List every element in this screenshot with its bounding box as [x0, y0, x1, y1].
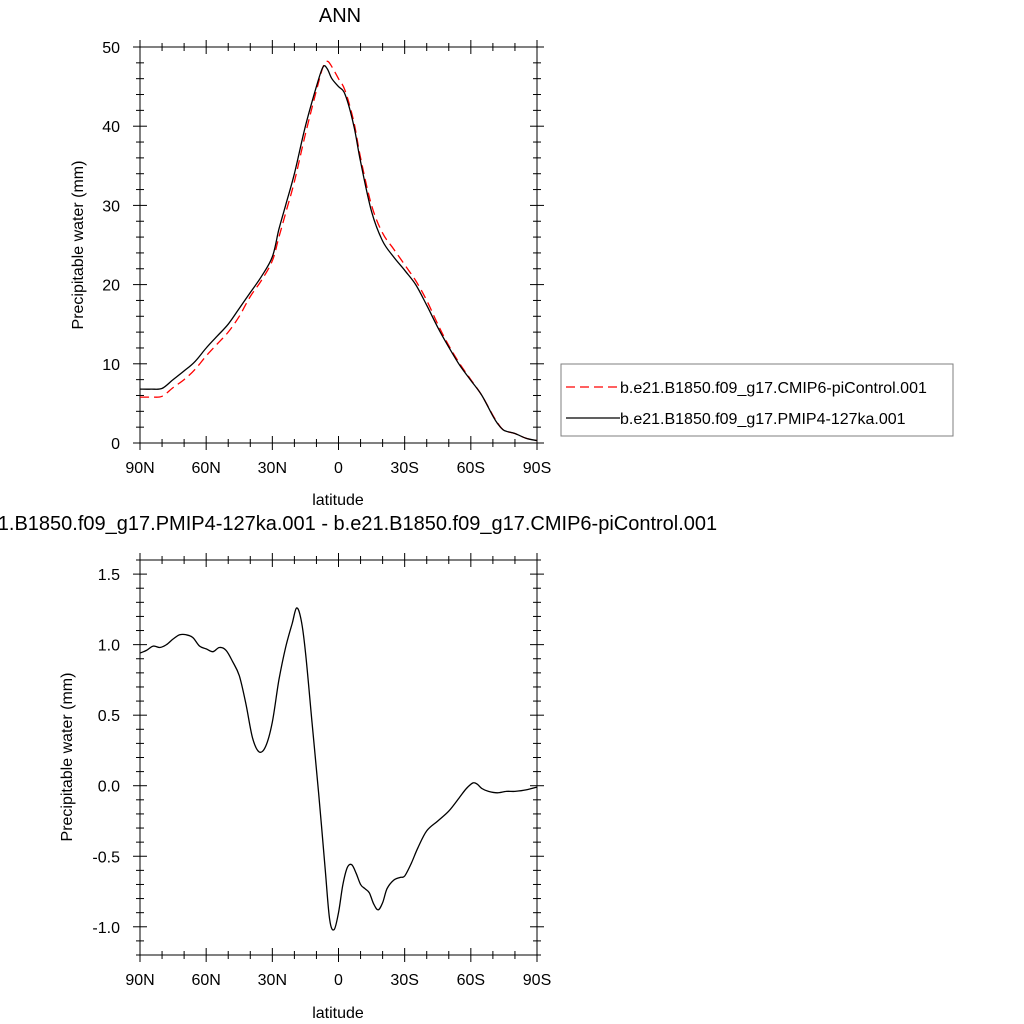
- y-tick-label: 30: [102, 198, 120, 215]
- x-tick-label: 60S: [457, 972, 485, 989]
- series-line-bottom-0: [140, 607, 537, 931]
- panel-bottom-y-axis-title: Precipitable water (mm): [59, 673, 76, 842]
- y-tick-label: -0.5: [92, 849, 120, 866]
- y-tick-label: 20: [102, 278, 120, 295]
- y-tick-label: 0.0: [98, 779, 120, 796]
- series-line-top-1: [140, 65, 537, 442]
- x-tick-label: 30S: [390, 460, 418, 477]
- x-tick-label: 30S: [390, 972, 418, 989]
- y-tick-label: 1.0: [98, 638, 120, 655]
- panel-top-title: ANN: [319, 5, 361, 27]
- x-tick-label: 90N: [125, 972, 154, 989]
- legend-box: [560, 363, 954, 437]
- panel-top: ANN 90N 60N 30N 0 30S 60S 90S 0 10 20 30 40 50 latit…: [70, 5, 954, 509]
- y-tick-label: 1.5: [98, 567, 120, 584]
- x-tick-label: 90N: [125, 460, 154, 477]
- y-tick-label: 50: [102, 40, 120, 57]
- x-tick-label: 60S: [457, 460, 485, 477]
- legend: b.e21.B1850.f09_g17.CMIP6-piControl.001 …: [560, 363, 954, 437]
- x-tick-label: 0: [334, 460, 343, 477]
- panel-bottom: b.e21.B1850.f09_g17.PMIP4-127ka.001 - b.…: [0, 513, 717, 1022]
- panel-top-x-axis-title: latitude: [312, 492, 364, 509]
- y-tick-label: 40: [102, 119, 120, 136]
- panel-bottom-x-axis-title: latitude: [312, 1005, 364, 1022]
- x-tick-label: 90S: [523, 460, 551, 477]
- x-tick-label: 0: [334, 972, 343, 989]
- legend-label-127ka: b.e21.B1850.f09_g17.PMIP4-127ka.001: [620, 411, 906, 428]
- x-tick-label: 60N: [191, 972, 220, 989]
- x-tick-label: 30N: [258, 972, 287, 989]
- x-tick-label: 60N: [191, 460, 220, 477]
- panel-top-y-axis-title: Precipitable water (mm): [70, 161, 87, 330]
- x-tick-label: 90S: [523, 972, 551, 989]
- y-tick-label: 0.5: [98, 708, 120, 725]
- x-tick-label: 30N: [258, 460, 287, 477]
- panel-bottom-title: b.e21.B1850.f09_g17.PMIP4-127ka.001 - b.…: [0, 513, 717, 535]
- legend-label-picontrol: b.e21.B1850.f09_g17.CMIP6-piControl.001: [620, 380, 927, 397]
- y-tick-label: 0: [111, 436, 120, 453]
- panel-top-plot-area: 90N 60N 30N 0 30S 60S 90S 0 10 20 30 40 50: [102, 40, 551, 477]
- y-tick-label: 10: [102, 357, 120, 374]
- y-tick-label: -1.0: [92, 920, 120, 937]
- panel-bottom-plot-area: 90N 60N 30N 0 30S 60S 90S -1.0 -0.5 0.0 0.5 1.0 1.5: [92, 553, 551, 989]
